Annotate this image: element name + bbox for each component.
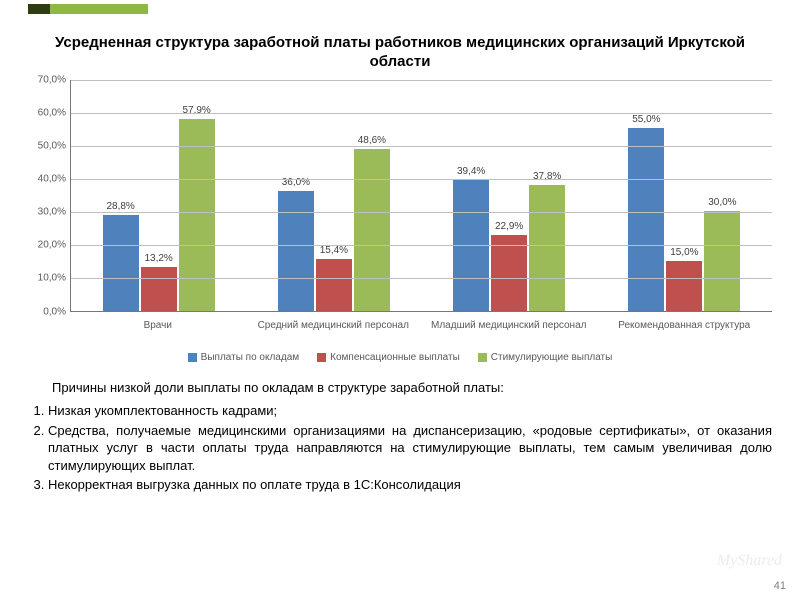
bar-value-label: 57,9% — [182, 105, 210, 116]
top-accent — [28, 4, 148, 14]
grid-line — [71, 146, 772, 147]
x-tick-label: Рекомендованная структура — [597, 316, 773, 350]
bar-value-label: 15,0% — [670, 247, 698, 258]
y-axis: 0,0%10,0%20,0%30,0%40,0%50,0%60,0%70,0% — [28, 80, 70, 312]
bar: 15,4% — [316, 259, 352, 310]
y-tick-label: 70,0% — [38, 74, 66, 85]
x-tick-label: Младший медицинский персонал — [421, 316, 597, 350]
x-tick-label: Врачи — [70, 316, 246, 350]
body-lead: Причины низкой доли выплаты по окладам в… — [28, 379, 772, 397]
bar-groups: 28,8%13,2%57,9%36,0%15,4%48,6%39,4%22,9%… — [71, 80, 772, 311]
legend-swatch — [317, 353, 326, 362]
list-item: Средства, получаемые медицинскими органи… — [48, 422, 772, 475]
slide-title: Усредненная структура заработной платы р… — [28, 34, 772, 72]
accent-light — [50, 4, 148, 14]
bar-value-label: 22,9% — [495, 221, 523, 232]
bar-group: 28,8%13,2%57,9% — [71, 80, 246, 311]
bar-value-label: 39,4% — [457, 166, 485, 177]
legend-item: Выплаты по окладам — [188, 352, 299, 363]
bar-value-label: 28,8% — [106, 201, 134, 212]
list-item: Некорректная выгрузка данных по оплате т… — [48, 476, 772, 494]
bar-value-label: 55,0% — [632, 114, 660, 125]
list-item: Низкая укомплектованность кадрами; — [48, 402, 772, 420]
legend-item: Компенсационные выплаты — [317, 352, 460, 363]
bar: 13,2% — [141, 267, 177, 311]
accent-dark — [28, 4, 50, 14]
bar-value-label: 48,6% — [358, 135, 386, 146]
chart-legend: Выплаты по окладам Компенсационные выплат… — [28, 352, 772, 363]
bar: 30,0% — [704, 211, 740, 310]
bar: 55,0% — [628, 128, 664, 310]
bar: 48,6% — [354, 149, 390, 310]
legend-swatch — [188, 353, 197, 362]
bar: 57,9% — [179, 119, 215, 311]
legend-item: Стимулирующие выплаты — [478, 352, 613, 363]
y-tick-label: 0,0% — [43, 306, 66, 317]
bar: 15,0% — [666, 261, 702, 311]
x-axis-labels: ВрачиСредний медицинский персоналМладший… — [70, 316, 772, 350]
watermark: MyShared — [717, 552, 782, 570]
slide: Усредненная структура заработной платы р… — [0, 0, 800, 600]
legend-swatch — [478, 353, 487, 362]
bar-group: 36,0%15,4%48,6% — [246, 80, 421, 311]
legend-label: Стимулирующие выплаты — [491, 352, 613, 363]
bar-group: 39,4% 22,9% 37,8% — [422, 80, 597, 311]
y-tick-label: 20,0% — [38, 240, 66, 251]
y-tick-label: 60,0% — [38, 107, 66, 118]
x-tick-label: Средний медицинский персонал — [246, 316, 422, 350]
y-tick-label: 40,0% — [38, 173, 66, 184]
bar: 36,0% — [278, 191, 314, 310]
plot-area: 28,8%13,2%57,9%36,0%15,4%48,6%39,4%22,9%… — [70, 80, 772, 312]
grid-line — [71, 278, 772, 279]
y-tick-label: 10,0% — [38, 273, 66, 284]
grid-line — [71, 245, 772, 246]
bar-value-label: 15,4% — [320, 245, 348, 256]
bar-value-label: 37,8% — [533, 171, 561, 182]
salary-structure-chart: 0,0%10,0%20,0%30,0%40,0%50,0%60,0%70,0% … — [28, 80, 772, 350]
bar: 37,8% — [529, 185, 565, 310]
grid-line — [71, 80, 772, 81]
legend-label: Выплаты по окладам — [201, 352, 299, 363]
bar-value-label: 30,0% — [708, 197, 736, 208]
grid-line — [71, 212, 772, 213]
grid-line — [71, 113, 772, 114]
grid-line — [71, 179, 772, 180]
page-number: 41 — [774, 580, 786, 592]
y-tick-label: 50,0% — [38, 140, 66, 151]
body-text: Причины низкой доли выплаты по окладам в… — [28, 379, 772, 494]
legend-label: Компенсационные выплаты — [330, 352, 460, 363]
reasons-list: Низкая укомплектованность кадрами; Средст… — [28, 402, 772, 494]
y-tick-label: 30,0% — [38, 207, 66, 218]
bar: 28,8% — [103, 215, 139, 310]
bar-value-label: 13,2% — [144, 253, 172, 264]
bar-group: 55,0%15,0%30,0% — [597, 80, 772, 311]
